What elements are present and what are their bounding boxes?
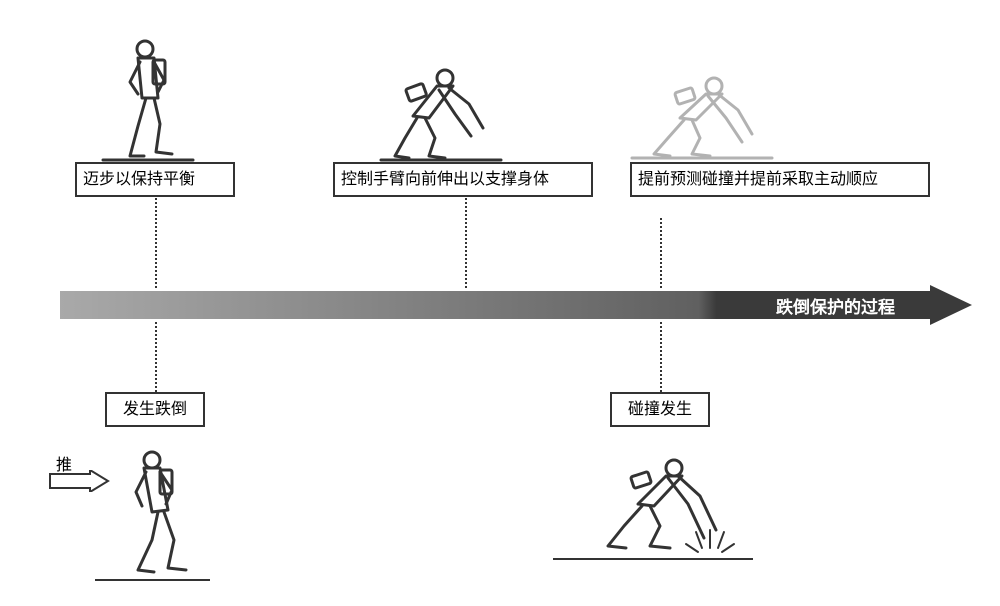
- figure-standing: [98, 38, 198, 166]
- push-arrow-icon: [46, 470, 110, 492]
- axis-label: 跌倒保护的过程: [776, 293, 895, 318]
- label-bottom-2: 碰撞发生: [610, 392, 710, 427]
- process-axis: 跌倒保护的过程: [60, 285, 972, 321]
- dotted-line: [660, 218, 662, 288]
- label-text: 控制手臂向前伸出以支撑身体: [341, 171, 549, 188]
- label-top-2: 控制手臂向前伸出以支撑身体: [333, 162, 593, 197]
- label-top-3: 提前预测碰撞并提前采取主动顺应: [630, 162, 930, 197]
- dotted-line: [660, 322, 662, 392]
- label-text: 碰撞发生: [628, 401, 692, 418]
- dotted-line: [155, 198, 157, 288]
- ground-line: [553, 558, 753, 560]
- figure-crouch-gray: [626, 72, 776, 164]
- label-text: 迈步以保持平衡: [83, 171, 195, 188]
- dotted-line: [465, 198, 467, 288]
- label-text: 发生跌倒: [123, 401, 187, 418]
- axis-text: 跌倒保护的过程: [776, 298, 895, 317]
- figure-bending: [375, 64, 505, 164]
- dotted-line: [155, 322, 157, 392]
- label-text: 提前预测碰撞并提前采取主动顺应: [638, 171, 878, 188]
- label-top-1: 迈步以保持平衡: [75, 162, 235, 197]
- diagram-container: 迈步以保持平衡 控制手臂向前伸出以支撑身体 提前预测碰撞并提前采取主动顺应 跌倒…: [20, 20, 980, 586]
- label-bottom-1: 发生跌倒: [105, 392, 205, 427]
- figure-pushed: [108, 448, 213, 582]
- ground-line: [95, 579, 210, 581]
- figure-landed: [572, 452, 747, 560]
